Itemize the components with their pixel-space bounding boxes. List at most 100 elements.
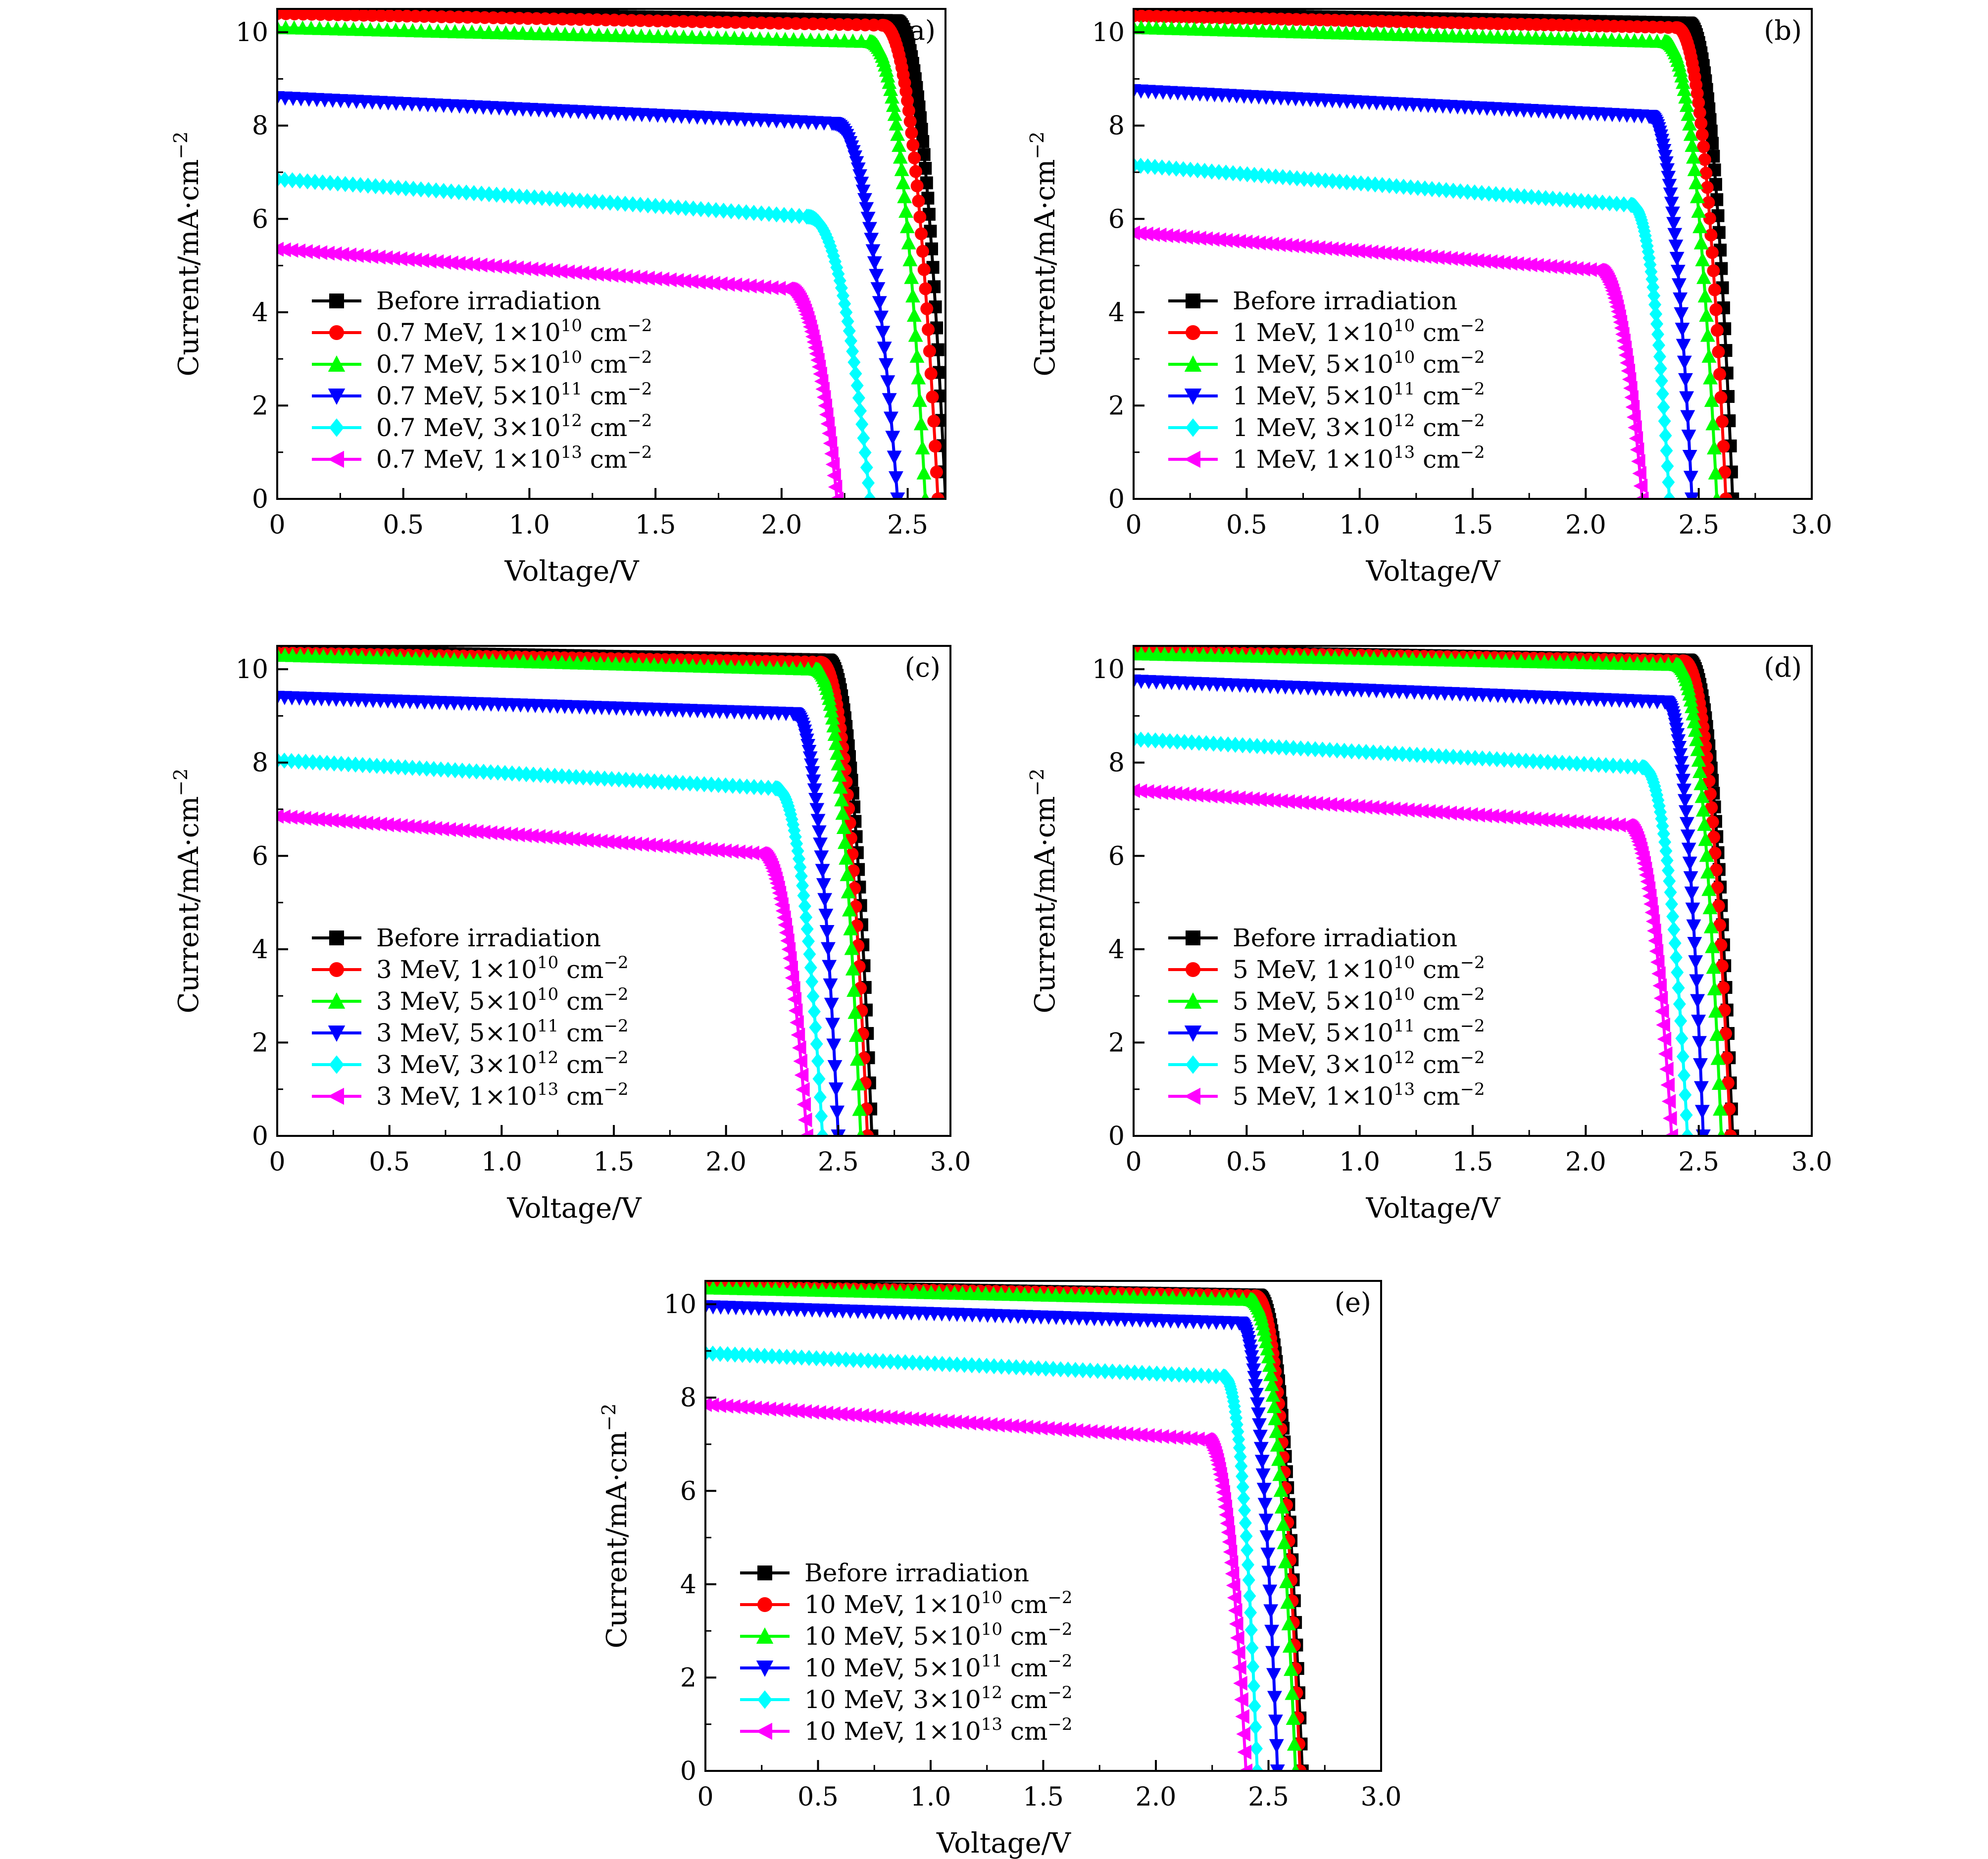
series-5-point (1196, 788, 1211, 803)
series-4-point (860, 459, 873, 476)
series-4-point (1354, 175, 1368, 192)
series-3-point (1661, 171, 1676, 185)
series-4-point (1155, 159, 1169, 176)
series-4-point (906, 1354, 919, 1371)
series-4-point (800, 921, 814, 937)
series-4-point (1663, 873, 1676, 889)
series-5-point (1569, 814, 1584, 830)
series-5-point (712, 1398, 726, 1413)
series-5-point (1236, 1726, 1250, 1742)
series-2-point (1261, 1349, 1276, 1364)
series-5-point (677, 273, 692, 289)
x-tick-label: 2.0 (1565, 510, 1606, 540)
series-3-point (1670, 264, 1686, 279)
series-5-point (593, 833, 608, 849)
series-4-point (1446, 183, 1460, 199)
series-3-point (1694, 1105, 1710, 1119)
series-2-point (842, 902, 857, 917)
series-2-point (836, 820, 851, 834)
series-4-point (869, 1353, 882, 1369)
series-4-point (810, 1036, 823, 1052)
series-5-point (735, 278, 749, 293)
series-5-point (1258, 236, 1273, 251)
series-4-point (1177, 161, 1190, 178)
series-3-point (828, 1082, 844, 1097)
series-5-point (1404, 247, 1418, 263)
series-5-point (1318, 241, 1332, 256)
series-2-point (1682, 686, 1697, 701)
series-4-point (1649, 306, 1663, 322)
series-5-point (662, 839, 677, 854)
series-4-point (847, 354, 861, 371)
series-5-point (669, 273, 684, 288)
series-2-point (1697, 288, 1713, 303)
series-5-point (1477, 253, 1491, 269)
series-4-point (1009, 1359, 1023, 1375)
series-3-point (1676, 339, 1691, 353)
series-3-point (1255, 1468, 1271, 1483)
series-5-point (1414, 803, 1429, 819)
series-5-point (962, 1416, 976, 1431)
series-5-point (926, 1413, 941, 1428)
series-4-point (1671, 964, 1684, 980)
series-4-point (840, 1351, 853, 1368)
series-4-point (1142, 732, 1155, 748)
x-axis-label: Voltage/V (936, 1827, 1072, 1859)
series-4-point (1319, 172, 1332, 189)
series-4-point (1054, 1361, 1067, 1377)
series-4-point (1418, 180, 1432, 197)
series-4-point (1238, 1502, 1251, 1518)
series-5-point (414, 820, 429, 835)
y-tick-label: 2 (680, 1663, 696, 1693)
series-5-point (791, 1027, 805, 1042)
y-tick-label: 10 (664, 1290, 696, 1320)
series-2-point (1677, 82, 1692, 96)
series-5-point (919, 1413, 934, 1428)
series-5-point (713, 276, 728, 292)
y-tick-label: 0 (680, 1757, 696, 1786)
series-5-point (1530, 258, 1544, 273)
series-1-point (1718, 1004, 1731, 1017)
series-5-point (1625, 399, 1640, 415)
series-5-point (696, 842, 711, 857)
series-4-point (1241, 166, 1254, 183)
legend-marker (328, 355, 346, 372)
series-3-point (277, 91, 285, 105)
series-4-point (1662, 862, 1675, 879)
series-5-point (1104, 1425, 1119, 1441)
series-2-point (833, 779, 848, 794)
series-4-point (413, 760, 426, 777)
series-5-point (1238, 1763, 1252, 1771)
series-5-point (1134, 783, 1147, 799)
series-4-point (679, 200, 693, 216)
series-4-point (796, 878, 809, 894)
series-4-point (1250, 738, 1264, 754)
series-4-point (1248, 1698, 1261, 1714)
series-5-point (621, 836, 636, 851)
series-4-point (1556, 755, 1569, 771)
legend-label: 0.7 MeV, 1×1010 cm−2 (376, 316, 652, 347)
y-tick-label: 10 (1092, 655, 1125, 685)
series-5-point (862, 1409, 876, 1424)
series-2-point (1681, 106, 1696, 121)
series-4-point (1113, 1364, 1127, 1380)
series-3-point (813, 837, 828, 852)
series-3-point (1688, 955, 1703, 970)
series-5-point (1597, 817, 1612, 832)
series-3-point (857, 193, 872, 207)
x-tick-label: 0 (269, 510, 285, 540)
series-5-point (1311, 240, 1326, 255)
legend-marker (756, 1722, 772, 1740)
series-5-point (1154, 1429, 1169, 1444)
series-5-point (1222, 1534, 1237, 1550)
series-5-point (483, 825, 497, 840)
series-4-point (1255, 167, 1268, 184)
series-1-point (1708, 283, 1721, 296)
series-4-point (498, 765, 512, 782)
series-4-point (349, 756, 362, 773)
series-5-point (1478, 808, 1492, 823)
series-5-point (320, 245, 335, 261)
series-5-point (1652, 978, 1667, 993)
series-1-point (1710, 324, 1724, 337)
y-tick-label: 4 (1108, 935, 1125, 965)
